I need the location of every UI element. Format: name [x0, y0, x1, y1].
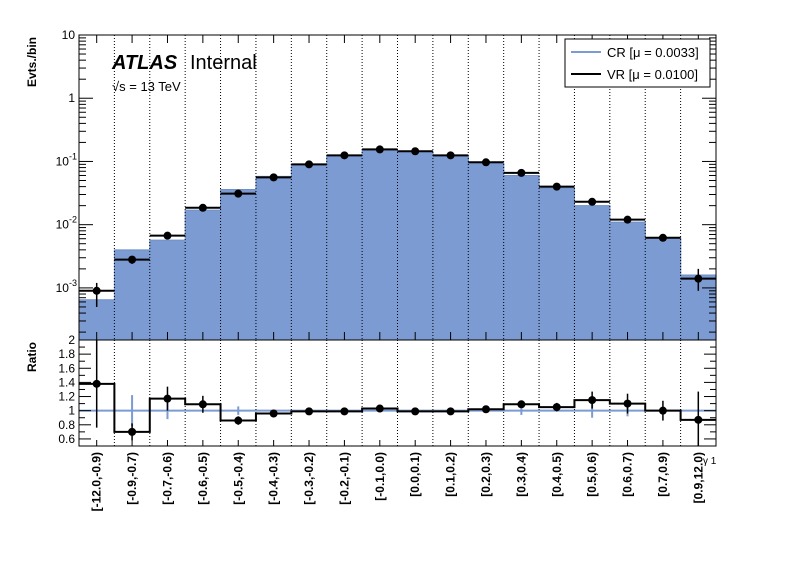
energy-label: √s = 13 TeV — [112, 79, 181, 94]
y-tick-label: 10-3 — [56, 278, 77, 295]
vr-point — [340, 151, 349, 160]
cr-bar — [149, 240, 186, 340]
ratio-point — [269, 409, 278, 418]
ratio-point — [411, 407, 420, 416]
ratio-point — [694, 415, 703, 424]
vr-point — [694, 274, 703, 283]
ratio-y-tick-label: 0.6 — [58, 432, 75, 446]
cr-bar — [114, 249, 151, 340]
x-tick-label: [-0.3,-0.2) — [302, 452, 316, 505]
ratio-panel: 0.60.811.21.41.61.82 [-12.0,-0.9) [-0.9,-0… — [58, 333, 717, 511]
ratio-y-tick-label: 1 — [68, 404, 75, 418]
ratio-point — [481, 405, 490, 414]
vr-point — [198, 203, 207, 212]
y-tick-label: 1 — [68, 91, 75, 105]
vr-point — [517, 168, 526, 177]
x-tick-label: [-0.9,-0.7) — [125, 452, 139, 505]
legend: CR [μ = 0.0033] VR [μ = 0.0100] — [564, 38, 711, 88]
cr-bar — [255, 176, 292, 340]
legend-label-vr: VR [μ = 0.0100] — [607, 67, 698, 82]
ratio-point — [446, 407, 455, 416]
ratio-y-tick-label: 2 — [68, 333, 75, 347]
cr-bar — [609, 222, 646, 340]
x-tick-label: [0.5,0.6) — [585, 452, 599, 497]
ratio-y-tick-label: 1.2 — [58, 390, 75, 404]
cr-bar — [291, 164, 328, 340]
vr-point — [375, 145, 384, 154]
ratio-point — [198, 400, 207, 409]
ratio-point — [234, 416, 243, 425]
cr-bar — [432, 155, 469, 340]
ratio-point — [658, 406, 667, 415]
ratio-ylabel: Ratio — [25, 342, 39, 372]
x-tick-label: [0.7,0.9) — [656, 452, 670, 497]
main-panel: 10-3 10-2 10-1 1 10 — [56, 28, 717, 341]
ratio-point — [340, 407, 349, 416]
ratio-frame — [78, 339, 717, 447]
x-tick-label: [0.1,0.2) — [444, 452, 458, 497]
x-tick-label: [0.4,0.5) — [550, 452, 564, 497]
x-tick-label: [0.6,0.7) — [621, 452, 635, 497]
vr-point — [128, 255, 137, 264]
cr-bar — [185, 210, 222, 340]
vr-point — [163, 231, 172, 240]
x-tick-label: [-0.7,-0.6) — [160, 452, 174, 505]
cr-bar — [503, 175, 540, 340]
internal-label: Internal — [190, 52, 257, 74]
cr-bar — [539, 188, 576, 340]
ratio-point — [128, 427, 137, 436]
ratio-point — [588, 396, 597, 405]
ratio-y-tick-label: 1.4 — [58, 375, 75, 389]
overlay: Evts./bin Ratio ATLAS Internal √s = 13 T… — [25, 37, 717, 467]
x-tick-label: [-0.2,-0.1) — [337, 452, 351, 505]
ratio-point — [305, 407, 314, 416]
vr-point — [269, 173, 278, 182]
ratio-point — [163, 394, 172, 403]
vr-point — [481, 158, 490, 167]
main-ylabel: Evts./bin — [25, 37, 39, 87]
x-tick-label: [-0.6,-0.5) — [196, 452, 210, 505]
cr-bar — [326, 155, 363, 340]
ratio-y-tick-label: 1.8 — [58, 347, 75, 361]
y-tick-label: 10 — [62, 28, 76, 42]
ratio-point — [623, 399, 632, 408]
ratio-y-tick-label: 0.8 — [58, 418, 75, 432]
y-tick-label: 10-1 — [56, 151, 77, 168]
ratio-point — [92, 379, 101, 388]
vr-point — [623, 215, 632, 224]
ratio-point — [375, 404, 384, 413]
x-tick-label: [-0.5,-0.4) — [231, 452, 245, 505]
vr-point — [446, 151, 455, 160]
x-tick-label: [-0.1,0.0) — [373, 452, 387, 501]
cr-bar — [220, 189, 257, 340]
vr-point — [552, 182, 561, 191]
x-tick-label: [-0.4,-0.3) — [267, 452, 281, 505]
ratio-point — [552, 403, 561, 412]
ratio-y-tick-label: 1.6 — [58, 361, 75, 375]
vr-point — [305, 160, 314, 169]
legend-box — [564, 38, 711, 88]
vr-point — [234, 189, 243, 198]
cr-bar — [468, 163, 505, 340]
atlas-label: ATLAS — [111, 52, 178, 74]
cr-bar — [645, 237, 682, 340]
y-tick-label: 10-2 — [56, 215, 77, 232]
cr-bar — [397, 151, 434, 340]
cr-bar — [362, 150, 399, 340]
x-tick-label: [0.0,0.1) — [408, 452, 422, 497]
x-tick-label: [-12.0,-0.9) — [90, 452, 104, 511]
vr-point — [411, 147, 420, 156]
ratio-xlabel: γ 1 — [703, 456, 717, 467]
x-tick-label: [0.3,0.4) — [514, 452, 528, 497]
cr-bar — [574, 205, 611, 340]
ratio-point — [517, 400, 526, 409]
legend-label-cr: CR [μ = 0.0033] — [607, 45, 699, 60]
vr-point — [658, 233, 667, 242]
x-tick-label: [0.2,0.3) — [479, 452, 493, 497]
vr-point — [588, 197, 597, 206]
x-tick-label: [0.9,12.0) — [691, 452, 705, 503]
ratio-step — [79, 382, 716, 433]
vr-point — [92, 286, 101, 295]
